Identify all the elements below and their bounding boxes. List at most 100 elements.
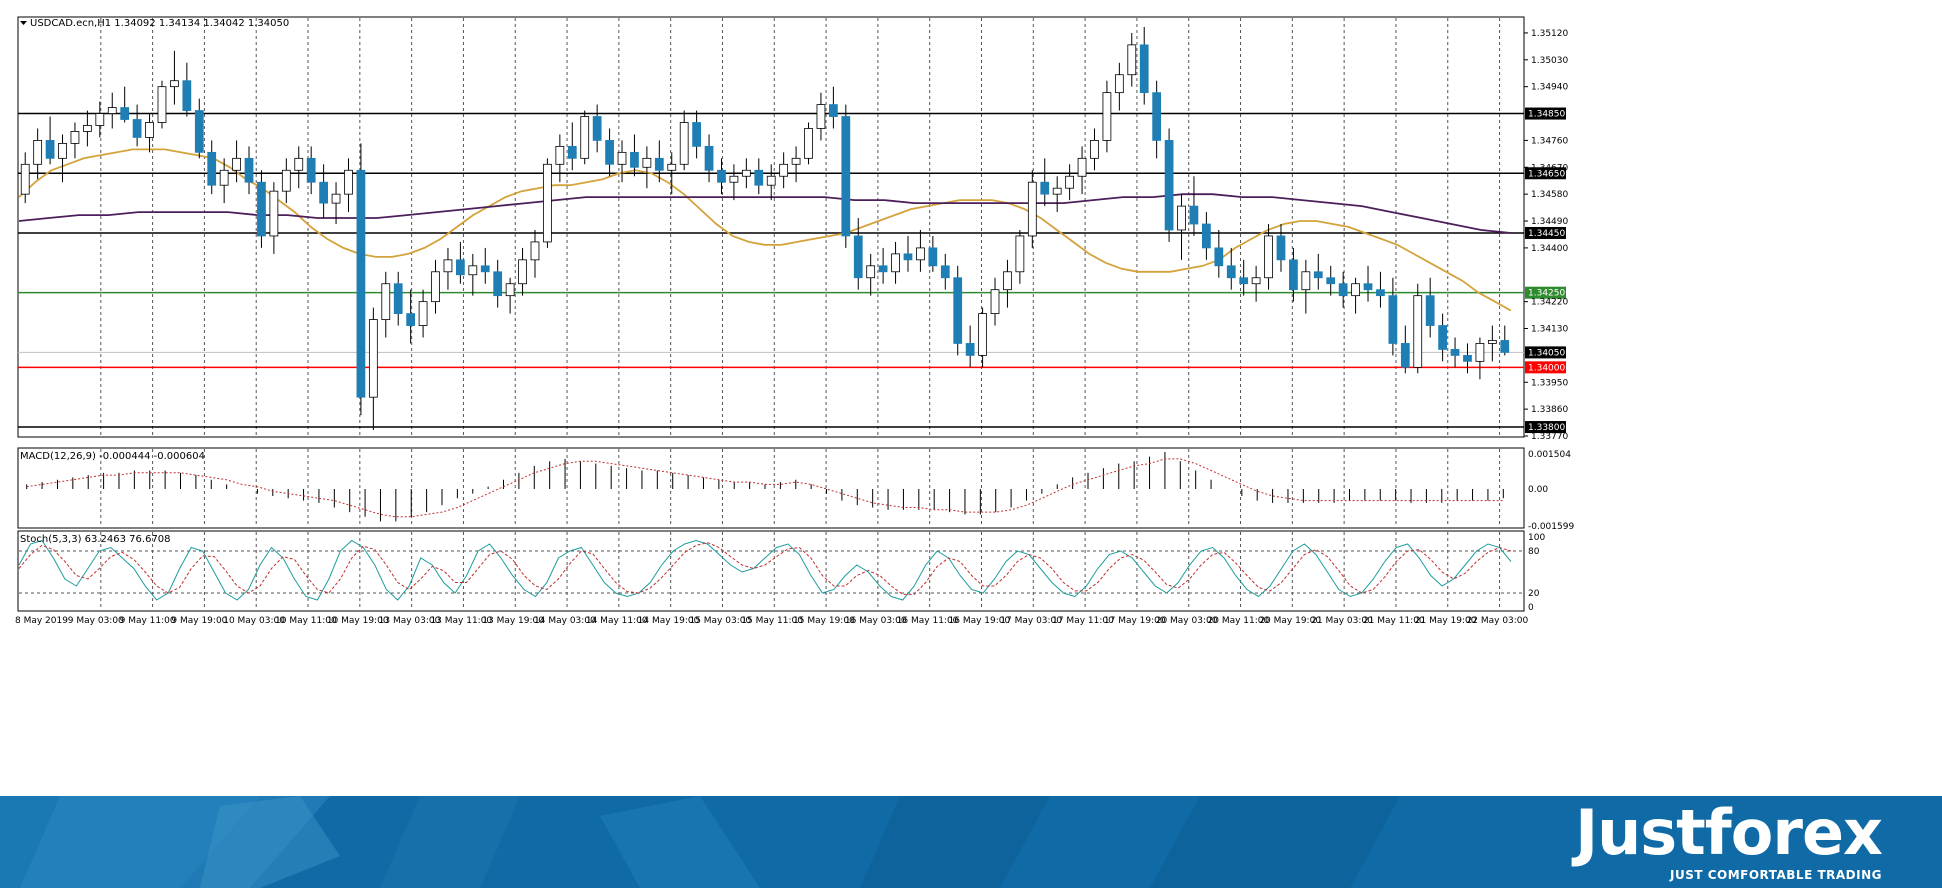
bull-candle [1177, 205, 1186, 231]
bull-candle [580, 116, 590, 159]
bull-candle [170, 80, 179, 88]
time-tick-label: 20 May 19:00 [1259, 616, 1321, 626]
level-price-tag [1525, 346, 1566, 359]
price-axis: 1.35120 1.35030 1.34940 1.34760 1.34670 1.345… [1524, 29, 1568, 442]
bear-candle [878, 265, 888, 273]
price-tick-label: 1.34490 [1531, 217, 1568, 227]
price-tick-label: 1.34940 [1531, 83, 1568, 93]
bear-candle [940, 265, 950, 279]
bull-candle [779, 163, 789, 177]
bull-candle [1251, 277, 1261, 285]
level-price-label: 1.34850 [1528, 110, 1565, 120]
time-tick-label: 20 May 11:00 [1208, 616, 1270, 626]
bear-candle [1438, 325, 1447, 350]
level-price-tag [1525, 361, 1566, 374]
bear-candle [841, 116, 851, 237]
stoch-panel [17, 530, 1525, 612]
bull-candle [617, 151, 627, 165]
bull-candle [95, 113, 105, 126]
bear-candle [319, 181, 328, 204]
bear-candle [692, 122, 701, 147]
bear-candle [456, 259, 465, 276]
macd-tick-label: 0.001504 [1528, 450, 1571, 460]
bull-candle [530, 241, 540, 261]
bull-candle [679, 122, 689, 165]
bull-candle [33, 140, 43, 165]
bull-candle [1065, 175, 1074, 189]
bear-candle [120, 107, 130, 120]
time-tick-label: 9 May 11:00 [120, 616, 176, 626]
bull-candle [269, 190, 279, 237]
bear-candle [654, 157, 664, 171]
price-tick-label: 1.35030 [1531, 56, 1568, 66]
bear-candle [182, 80, 192, 111]
moving-averages [18, 148, 1512, 312]
bull-candle [1413, 295, 1423, 368]
time-axis: 8 May 2019 9 May 03:009 May 11:009 May 19… [15, 616, 1529, 626]
bear-candle [853, 235, 863, 279]
level-price-label: 1.34450 [1528, 229, 1565, 239]
candles [20, 26, 1510, 431]
macd-panel [17, 447, 1525, 529]
price-tick-label: 1.34400 [1531, 244, 1568, 254]
time-tick-label: 20 May 03:00 [1156, 616, 1218, 626]
bull-candle [1102, 92, 1112, 141]
time-tick-label: 22 May 03:00 [1467, 616, 1529, 626]
price-tick-label: 1.34580 [1531, 190, 1568, 200]
bear-candle [1152, 92, 1162, 141]
bull-candle [1351, 283, 1360, 297]
bull-candle [443, 259, 453, 273]
bull-candle [1475, 343, 1485, 362]
bear-candle [1189, 205, 1199, 225]
bull-candle [70, 131, 80, 144]
bull-candle [891, 253, 900, 273]
bear-candle [1388, 295, 1398, 344]
time-tick-label: 10 May 19:00 [327, 616, 389, 626]
ma-fast-line [18, 148, 1512, 312]
bull-candle [232, 157, 241, 171]
bear-candle [257, 181, 266, 237]
bull-candle [518, 259, 527, 285]
price-tick-label: 1.34760 [1531, 136, 1568, 146]
bull-candle [58, 142, 67, 159]
level-price-label: 1.34000 [1528, 363, 1565, 373]
bull-candle [83, 125, 92, 132]
bull-candle [990, 289, 1000, 314]
bear-candle [356, 169, 366, 398]
bull-candle [431, 271, 440, 303]
bear-candle [1463, 354, 1472, 362]
level-price-label: 1.34650 [1528, 169, 1565, 179]
bear-candle [1164, 140, 1174, 231]
bull-candle [294, 157, 304, 171]
bear-candle [1326, 277, 1336, 285]
bear-candle [45, 140, 55, 159]
bull-candle [729, 175, 739, 183]
time-tick-label: 21 May 19:00 [1415, 616, 1477, 626]
macd-tick-label: -0.001599 [1528, 522, 1574, 532]
bear-candle [704, 145, 714, 171]
time-tick-label: 17 May 03:00 [1000, 616, 1062, 626]
brand-name: Justforex [1575, 796, 1883, 869]
time-tick-label: 8 May 2019 [15, 616, 68, 626]
bull-candle [219, 169, 229, 186]
time-tick-label: 14 May 19:00 [638, 616, 700, 626]
bull-candle [1301, 271, 1311, 291]
time-tick-label: 14 May 03:00 [534, 616, 596, 626]
level-price-tag [1525, 167, 1566, 180]
bear-candle [207, 151, 217, 186]
stoch-main-line [18, 539, 1512, 601]
bull-candle [20, 163, 30, 195]
bear-candle [1226, 265, 1236, 279]
bull-candle [505, 283, 515, 297]
bear-candle [244, 157, 254, 183]
macd-tick-label: 0.00 [1528, 485, 1548, 495]
time-tick-label: 16 May 03:00 [845, 616, 907, 626]
price-tick-label: 1.33860 [1531, 405, 1568, 415]
bear-candle [1363, 283, 1373, 291]
bear-candle [1313, 271, 1323, 279]
bear-candle [1139, 44, 1149, 94]
bear-candle [194, 110, 204, 153]
collapse-arrow-icon[interactable] [20, 21, 27, 25]
bull-candle [555, 145, 565, 165]
